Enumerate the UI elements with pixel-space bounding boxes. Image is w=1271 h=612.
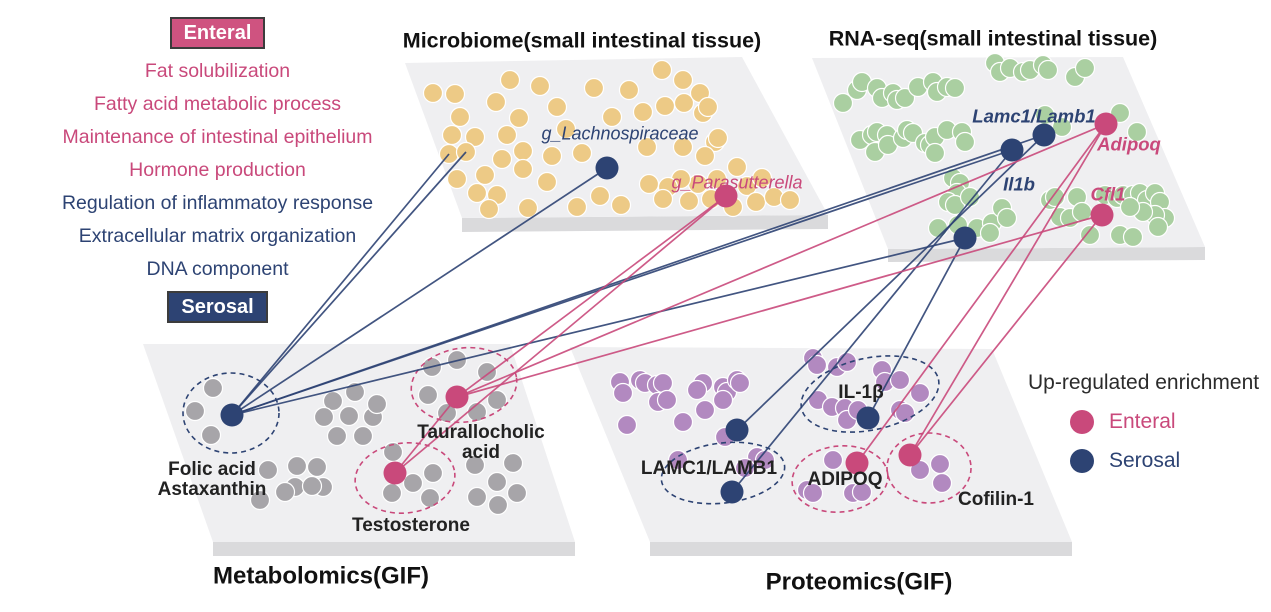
connection-lines <box>231 123 1107 493</box>
rnaseq-title: RNA-seq(small intestinal tissue) <box>828 26 1158 51</box>
proteomics-title: Proteomics(GIF) <box>765 568 953 596</box>
testosterone-dot <box>383 461 407 485</box>
legend-title: Up-regulated enrichment <box>1028 371 1260 394</box>
parasutterella-dot <box>714 184 738 208</box>
lachnospiraceae-dot <box>595 156 619 180</box>
serosal-badge: Serosal <box>167 291 268 323</box>
lachnospiraceae-label: g_Lachnospiraceae <box>541 123 699 144</box>
adipoq-prot-label: ADIPOQ <box>807 469 883 491</box>
rnaseq-panel-edge <box>888 247 1205 262</box>
rnaseq-dots <box>832 52 1176 248</box>
enteral-term: Fat solubilization <box>144 60 291 82</box>
legend-enteral-label: Enteral <box>1109 410 1176 433</box>
legend-item-enteral: Enteral <box>1070 410 1271 434</box>
enrichment-term-list: Enteral Fat solubilization Fatty acid me… <box>15 17 420 323</box>
lamc1-prot-dot-a <box>725 418 749 442</box>
lamc1-prot-dot-b <box>720 480 744 504</box>
cfl1-rna-label: Cfl1 <box>1090 183 1126 205</box>
enteral-dot-icon <box>1070 410 1094 434</box>
cofilin-prot-dot <box>898 443 922 467</box>
legend-serosal-label: Serosal <box>1109 449 1181 472</box>
adipoq-prot-dot <box>845 451 869 475</box>
il1b-rna-label: Il1b <box>1003 173 1035 195</box>
enteral-term: Hormone production <box>129 159 306 181</box>
microbiome-panel-edge <box>462 215 828 232</box>
enteral-term: Maintenance of intestinal epithelium <box>62 126 373 148</box>
folic-cluster-ellipse <box>182 372 280 454</box>
cofilin-label: Cofilin-1 <box>958 489 1034 511</box>
legend-item-serosal: Serosal <box>1070 449 1271 473</box>
metabolomics-panel-edge <box>213 542 575 556</box>
lamc1-rna-dot-a <box>1032 123 1056 147</box>
lamc1-prot-label: LAMC1/LAMB1 <box>640 458 778 480</box>
testosterone-cluster-ellipse <box>354 442 456 514</box>
metabolomics-title: Metabolomics(GIF) <box>212 562 430 590</box>
adipoq-rna-dot <box>1094 112 1118 136</box>
cfl1-rna-dot <box>1090 203 1114 227</box>
testosterone-label: Testosterone <box>352 515 470 537</box>
taurallocholic-cluster-ellipse <box>410 346 518 424</box>
folic-astaxanthin-dot <box>220 403 244 427</box>
proteomics-panel-edge <box>650 542 1072 556</box>
serosal-dot-icon <box>1070 449 1094 473</box>
legend: Up-regulated enrichment Enteral Serosal <box>1028 371 1271 473</box>
cofilin-cluster-ellipse <box>886 432 972 504</box>
microbiome-title: Microbiome(small intestinal tissue) <box>402 28 762 53</box>
adipoq-cluster-ellipse <box>791 444 889 514</box>
lamc1-rna-label: Lamc1/Lamb1 <box>972 105 1096 127</box>
serosal-term: Regulation of inflammatoy response <box>61 192 374 214</box>
il1b-prot-label: IL-1β <box>838 382 884 404</box>
parasutterella-label: g_Parasutterella <box>671 172 803 193</box>
il1b-cluster-ellipse <box>800 355 940 433</box>
folic-astaxanthin-label: Folic acid Astaxanthin <box>157 459 267 500</box>
taurallocholic-dot <box>445 385 469 409</box>
il1b-rna-dot <box>953 226 977 250</box>
lamc1-cluster-ellipse <box>660 441 786 505</box>
lamc1-rna-dot-b <box>1000 138 1024 162</box>
enteral-term: Fatty acid metabolic process <box>93 93 342 115</box>
adipoq-rna-label: Adipoq <box>1097 133 1161 155</box>
serosal-term: DNA component <box>146 258 289 280</box>
il1b-prot-dot <box>856 406 880 430</box>
enteral-badge: Enteral <box>169 17 266 49</box>
serosal-term: Extracellular matrix organization <box>78 225 357 247</box>
taurallocholic-label: Taurallocholic acid <box>417 422 545 463</box>
microbiome-dots <box>422 59 801 220</box>
